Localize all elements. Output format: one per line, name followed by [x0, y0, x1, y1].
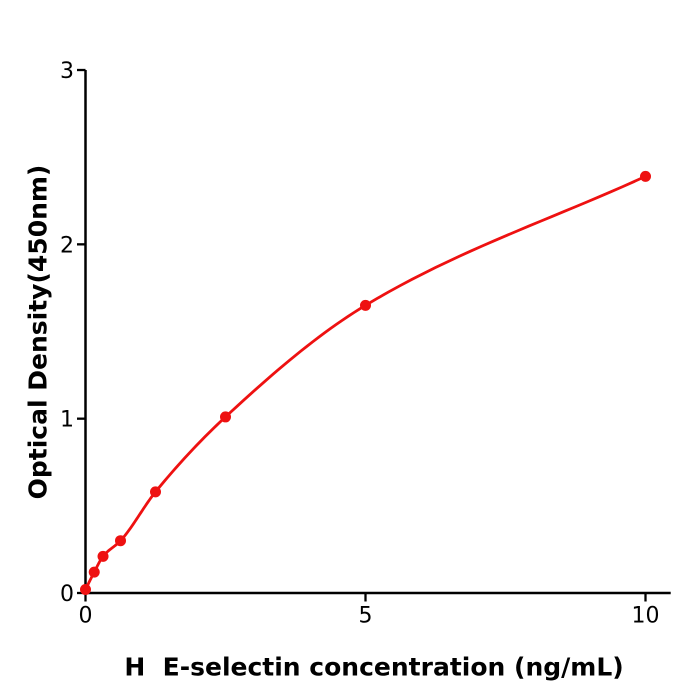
x-tick-label: 10 — [632, 604, 660, 629]
y-tick-label: 2 — [60, 233, 74, 258]
data-point-marker — [88, 566, 100, 578]
y-tick-label: 0 — [60, 582, 74, 607]
data-point-marker — [640, 170, 651, 182]
data-point-marker — [115, 535, 126, 547]
data-point-marker — [360, 299, 371, 311]
x-tick-label: 0 — [79, 604, 93, 629]
y-tick-label: 3 — [60, 59, 74, 84]
y-tick-label: 1 — [60, 408, 74, 433]
y-axis-title: Optical Density(450nm) — [23, 164, 53, 500]
data-point-marker — [220, 411, 231, 423]
x-axis-title: H E-selectin concentration (ng/mL) — [124, 652, 624, 682]
data-point-marker — [150, 486, 161, 498]
x-tick-label: 5 — [359, 604, 373, 629]
data-point-marker — [80, 584, 91, 596]
data-point-marker — [97, 550, 109, 562]
fit-curve-line — [84, 174, 647, 591]
